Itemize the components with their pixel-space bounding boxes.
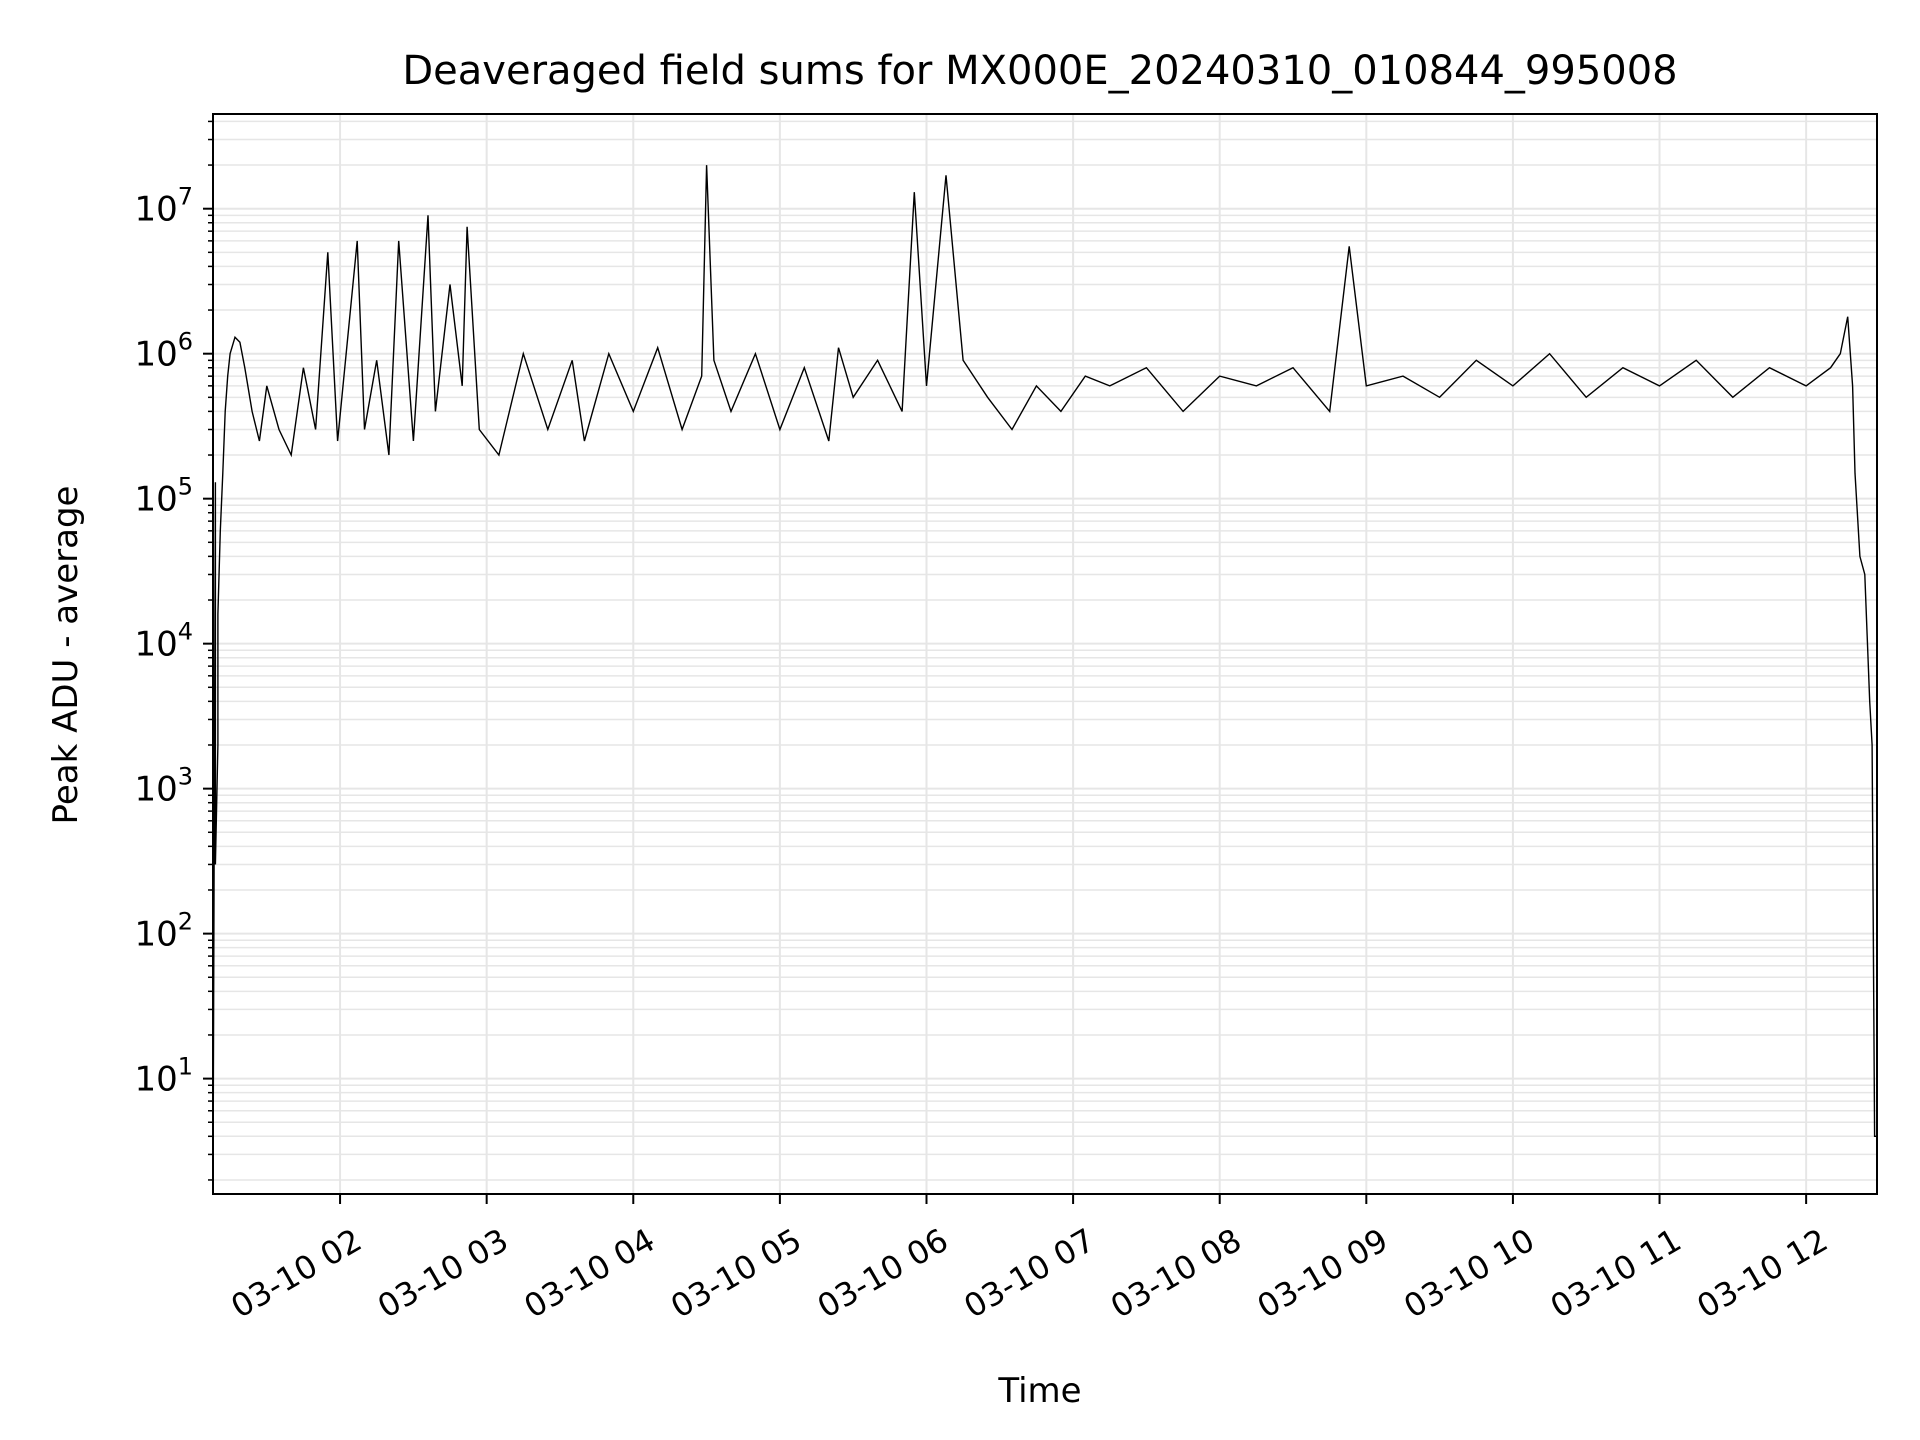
y-tick-label: 103 — [134, 763, 193, 810]
y-axis: 101 102 103 104 105 106 107 — [134, 120, 213, 1181]
y-tick-label: 102 — [134, 908, 193, 955]
chart-title: Deaveraged field sums for MX000E_2024031… — [402, 48, 1677, 94]
plot-frame — [212, 113, 1878, 1195]
y-axis-label: Peak ADU - average — [46, 486, 86, 825]
y-tick-label: 104 — [134, 618, 193, 665]
y-tick-label: 106 — [134, 328, 193, 375]
series-line — [212, 165, 1877, 1195]
x-axis-label: Time — [997, 1371, 1081, 1411]
series-layer — [212, 165, 1877, 1195]
grid — [213, 114, 1877, 1194]
y-tick-label: 107 — [134, 183, 193, 230]
y-tick-label: 101 — [134, 1053, 193, 1100]
y-tick-label: 105 — [134, 473, 193, 520]
